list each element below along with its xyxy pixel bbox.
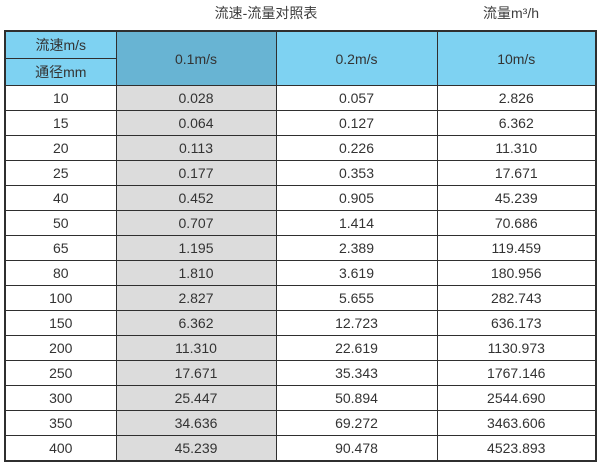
value-cell-0-2ms: 0.127 <box>275 110 438 136</box>
diameter-cell: 350 <box>4 410 117 436</box>
column-header-0-1ms: 0.1m/s <box>115 30 277 86</box>
value-cell-0-2ms: 69.272 <box>275 410 438 436</box>
value-cell-10ms: 180.956 <box>436 260 597 286</box>
value-cell-0-2ms: 12.723 <box>275 310 438 336</box>
table-row: 150 6.362 12.723 636.173 <box>4 310 597 336</box>
value-cell-10ms: 1130.973 <box>436 335 597 361</box>
value-cell-0-2ms: 2.389 <box>275 235 438 261</box>
value-cell-0-1ms: 2.827 <box>115 285 277 311</box>
table-row: 250 17.671 35.343 1767.146 <box>4 360 597 386</box>
value-cell-0-1ms: 1.810 <box>115 260 277 286</box>
column-header-10ms: 10m/s <box>436 30 597 86</box>
column-header-0-2ms: 0.2m/s <box>275 30 438 86</box>
diameter-cell: 200 <box>4 335 117 361</box>
value-cell-10ms: 282.743 <box>436 285 597 311</box>
table-title: 流速-流量对照表 <box>214 5 318 21</box>
value-cell-10ms: 6.362 <box>436 110 597 136</box>
table-row: 20 0.113 0.226 11.310 <box>4 135 597 161</box>
value-cell-0-2ms: 5.655 <box>275 285 438 311</box>
value-cell-0-1ms: 34.636 <box>115 410 277 436</box>
value-cell-0-2ms: 0.905 <box>275 185 438 211</box>
value-cell-10ms: 11.310 <box>436 135 597 161</box>
value-cell-10ms: 636.173 <box>436 310 597 336</box>
table-row: 15 0.064 0.127 6.362 <box>4 110 597 136</box>
diameter-cell: 100 <box>4 285 117 311</box>
value-cell-10ms: 2544.690 <box>436 385 597 411</box>
value-cell-10ms: 70.686 <box>436 210 597 236</box>
diameter-cell: 80 <box>4 260 117 286</box>
value-cell-0-2ms: 90.478 <box>275 435 438 462</box>
table-row: 10 0.028 0.057 2.826 <box>4 85 597 111</box>
table-row: 40 0.452 0.905 45.239 <box>4 185 597 211</box>
value-cell-0-2ms: 1.414 <box>275 210 438 236</box>
value-cell-0-2ms: 3.619 <box>275 260 438 286</box>
diameter-cell: 400 <box>4 435 117 462</box>
value-cell-0-1ms: 45.239 <box>115 435 277 462</box>
table-row: 300 25.447 50.894 2544.690 <box>4 385 597 411</box>
header-row-bottom: 通径mm <box>4 58 596 86</box>
value-cell-10ms: 2.826 <box>436 85 597 111</box>
diameter-cell: 40 <box>4 185 117 211</box>
corner-diameter-header: 通径mm <box>4 58 117 86</box>
value-cell-0-2ms: 50.894 <box>275 385 438 411</box>
value-cell-0-1ms: 0.064 <box>115 110 277 136</box>
value-cell-0-2ms: 0.353 <box>275 160 438 186</box>
diameter-cell: 65 <box>4 235 117 261</box>
value-cell-0-1ms: 1.195 <box>115 235 277 261</box>
value-cell-0-1ms: 25.447 <box>115 385 277 411</box>
table-row: 50 0.707 1.414 70.686 <box>4 210 597 236</box>
diameter-cell: 15 <box>4 110 117 136</box>
value-cell-0-1ms: 0.707 <box>115 210 277 236</box>
table-row: 65 1.195 2.389 119.459 <box>4 235 597 261</box>
value-cell-10ms: 17.671 <box>436 160 597 186</box>
diameter-cell: 10 <box>4 85 117 111</box>
table-row: 100 2.827 5.655 282.743 <box>4 285 597 311</box>
table-row: 80 1.810 3.619 180.956 <box>4 260 597 286</box>
value-cell-0-1ms: 17.671 <box>115 360 277 386</box>
value-cell-0-1ms: 0.177 <box>115 160 277 186</box>
value-cell-0-1ms: 6.362 <box>115 310 277 336</box>
table-row: 400 45.239 90.478 4523.893 <box>4 435 597 462</box>
value-cell-10ms: 119.459 <box>436 235 597 261</box>
value-cell-0-2ms: 35.343 <box>275 360 438 386</box>
value-cell-0-1ms: 0.028 <box>115 85 277 111</box>
flow-rate-unit-label: 流量m³/h <box>483 5 539 21</box>
value-cell-0-2ms: 22.619 <box>275 335 438 361</box>
table-header: 流速m/s 0.1m/s 0.2m/s 10m/s 通径mm <box>4 30 597 86</box>
table-row: 200 11.310 22.619 1130.973 <box>4 335 597 361</box>
value-cell-10ms: 45.239 <box>436 185 597 211</box>
value-cell-0-1ms: 0.113 <box>115 135 277 161</box>
diameter-cell: 50 <box>4 210 117 236</box>
flow-velocity-table: 流速m/s 0.1m/s 0.2m/s 10m/s 通径mm 10 0.028 0.… <box>4 30 597 462</box>
corner-velocity-header: 流速m/s <box>4 30 117 59</box>
value-cell-10ms: 1767.146 <box>436 360 597 386</box>
diameter-cell: 250 <box>4 360 117 386</box>
table-row: 25 0.177 0.353 17.671 <box>4 160 597 186</box>
value-cell-10ms: 4523.893 <box>436 435 597 462</box>
diameter-cell: 300 <box>4 385 117 411</box>
value-cell-0-1ms: 0.452 <box>115 185 277 211</box>
value-cell-10ms: 3463.606 <box>436 410 597 436</box>
diameter-cell: 20 <box>4 135 117 161</box>
header-row-top: 流速m/s 0.1m/s 0.2m/s 10m/s <box>4 30 597 86</box>
diameter-cell: 150 <box>4 310 117 336</box>
value-cell-0-1ms: 11.310 <box>115 335 277 361</box>
table-body: 10 0.028 0.057 2.826 15 0.064 0.127 6.362 20 0.11… <box>4 85 597 462</box>
value-cell-0-2ms: 0.057 <box>275 85 438 111</box>
table-row: 350 34.636 69.272 3463.606 <box>4 410 597 436</box>
value-cell-0-2ms: 0.226 <box>275 135 438 161</box>
diameter-cell: 25 <box>4 160 117 186</box>
